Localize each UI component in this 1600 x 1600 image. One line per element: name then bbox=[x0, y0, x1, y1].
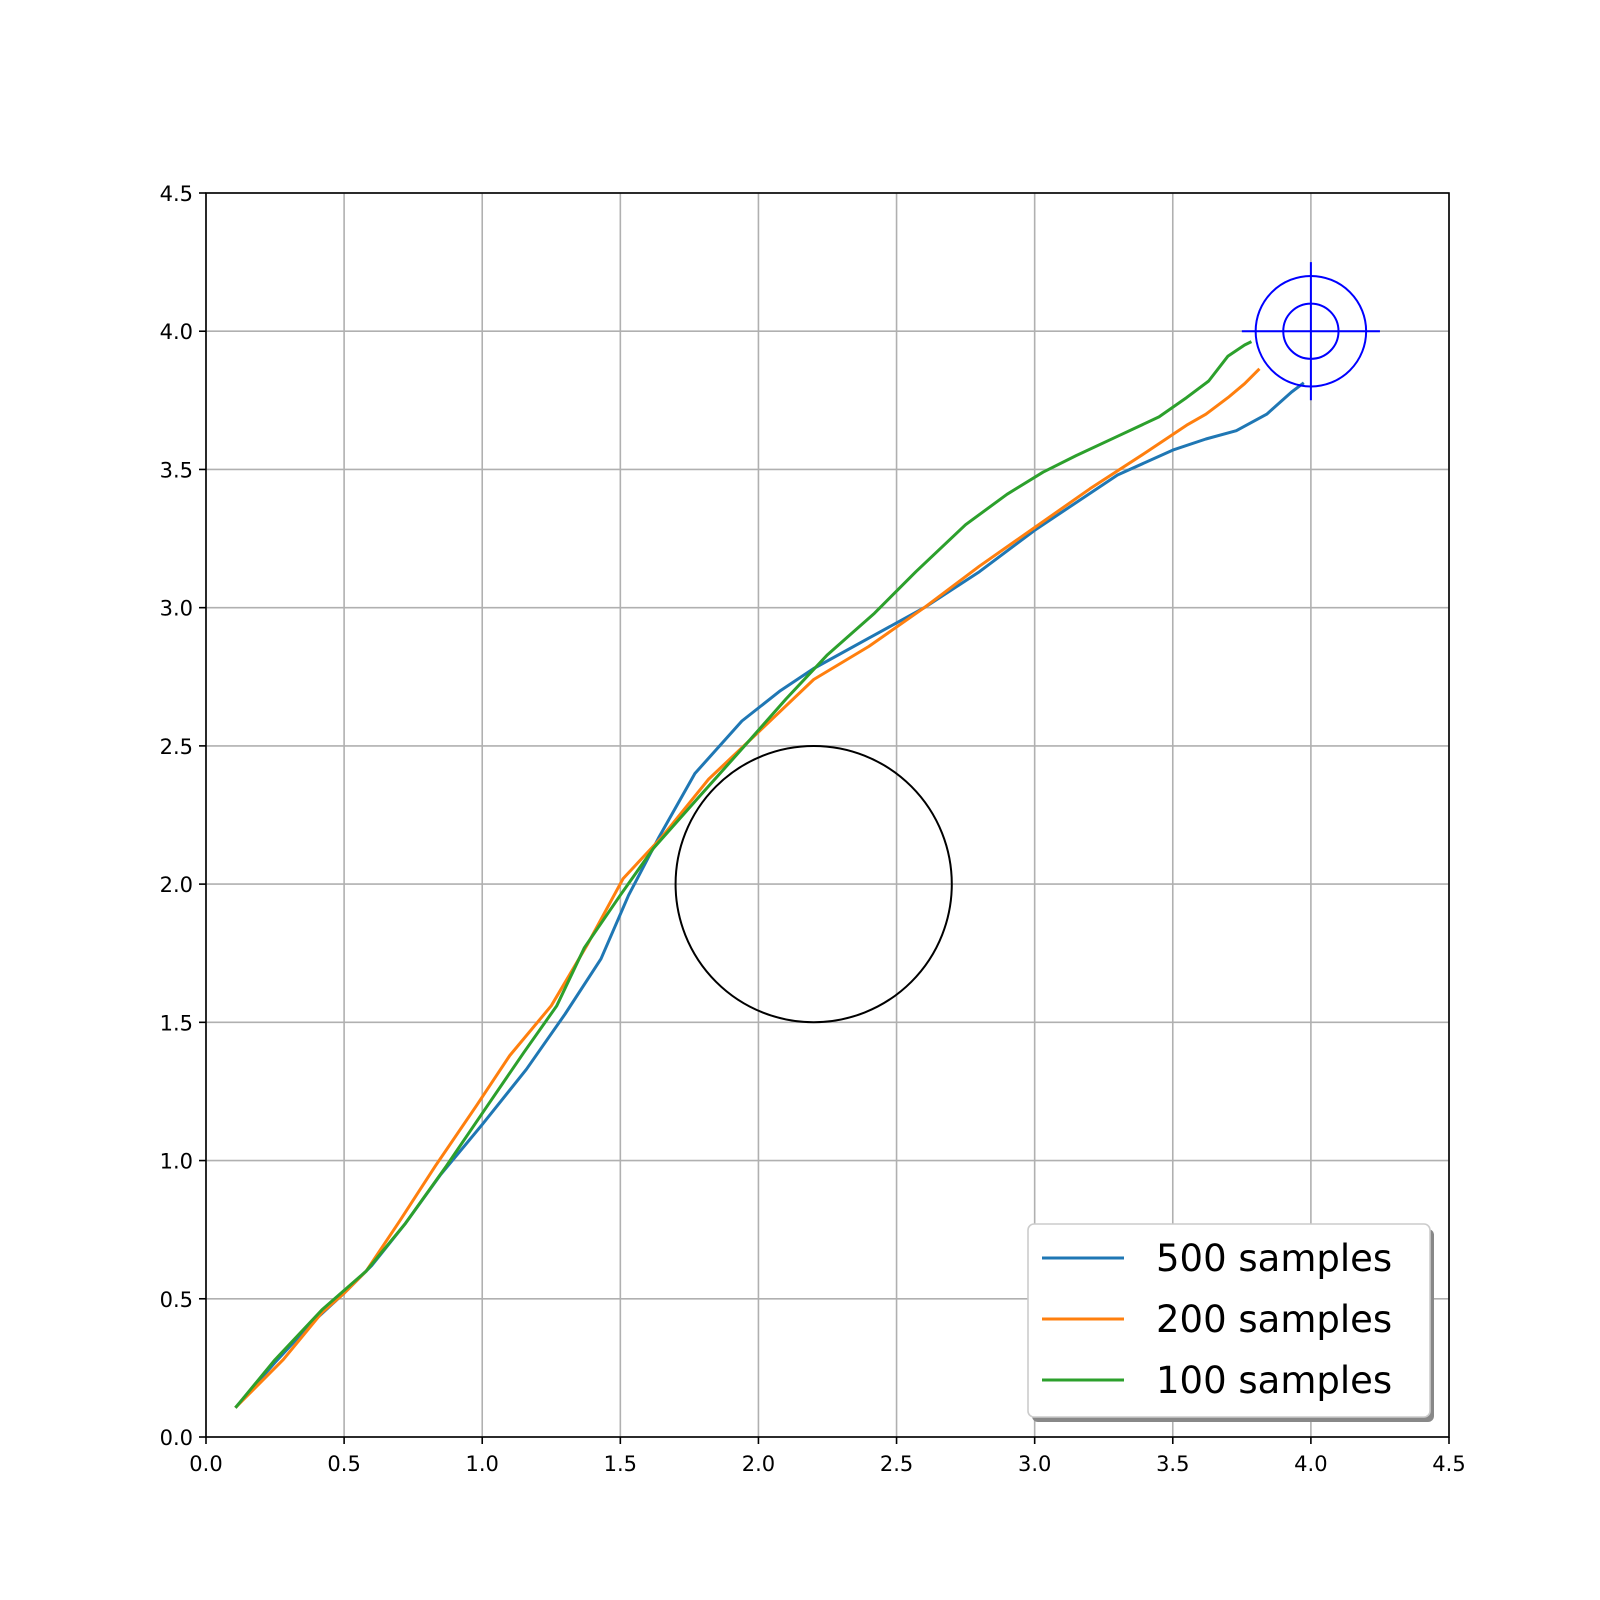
legend-label-1: 200 samples bbox=[1156, 1298, 1392, 1341]
x-tick-label: 1.0 bbox=[466, 1452, 499, 1476]
series-layer bbox=[234, 340, 1305, 1409]
x-tick-label: 2.5 bbox=[880, 1452, 913, 1476]
x-tick-label: 1.5 bbox=[604, 1452, 637, 1476]
axis-ticks: 0.0 0.5 1.0 1.5 2.0 2.5 3.0 3.5 4.0 4.5 0.0 0.5 1.0 1… bbox=[160, 182, 1466, 1476]
x-tick-label: 4.0 bbox=[1294, 1452, 1327, 1476]
x-tick-label: 0.0 bbox=[189, 1452, 222, 1476]
x-tick-label: 4.5 bbox=[1432, 1452, 1465, 1476]
y-tick-label: 2.5 bbox=[160, 735, 193, 759]
legend-label-2: 100 samples bbox=[1156, 1359, 1392, 1402]
y-tick-label: 4.5 bbox=[160, 182, 193, 206]
x-tick-label: 2.0 bbox=[742, 1452, 775, 1476]
y-tick-label: 3.0 bbox=[160, 597, 193, 621]
obstacle-layer bbox=[674, 745, 953, 1024]
series-line-1 bbox=[234, 367, 1261, 1409]
y-tick-label: 2.0 bbox=[160, 873, 193, 897]
y-tick-label: 0.0 bbox=[160, 1426, 193, 1450]
y-tick-label: 1.5 bbox=[160, 1011, 193, 1035]
y-tick-label: 1.0 bbox=[160, 1150, 193, 1174]
y-tick-label: 3.5 bbox=[160, 458, 193, 482]
series-line-2 bbox=[234, 340, 1253, 1409]
legend: 500 samples 200 samples 100 samples bbox=[1027, 1223, 1434, 1422]
x-tick-label: 0.5 bbox=[327, 1452, 360, 1476]
legend-label-0: 500 samples bbox=[1156, 1237, 1392, 1280]
x-tick-label: 3.5 bbox=[1156, 1452, 1189, 1476]
axes-frame bbox=[205, 192, 1450, 1438]
legend-box bbox=[1027, 1223, 1431, 1418]
target-marker bbox=[1241, 262, 1380, 401]
obstacle-circle bbox=[674, 745, 953, 1024]
x-tick-label: 3.0 bbox=[1018, 1452, 1051, 1476]
y-tick-label: 0.5 bbox=[160, 1288, 193, 1312]
y-tick-label: 4.0 bbox=[160, 320, 193, 344]
